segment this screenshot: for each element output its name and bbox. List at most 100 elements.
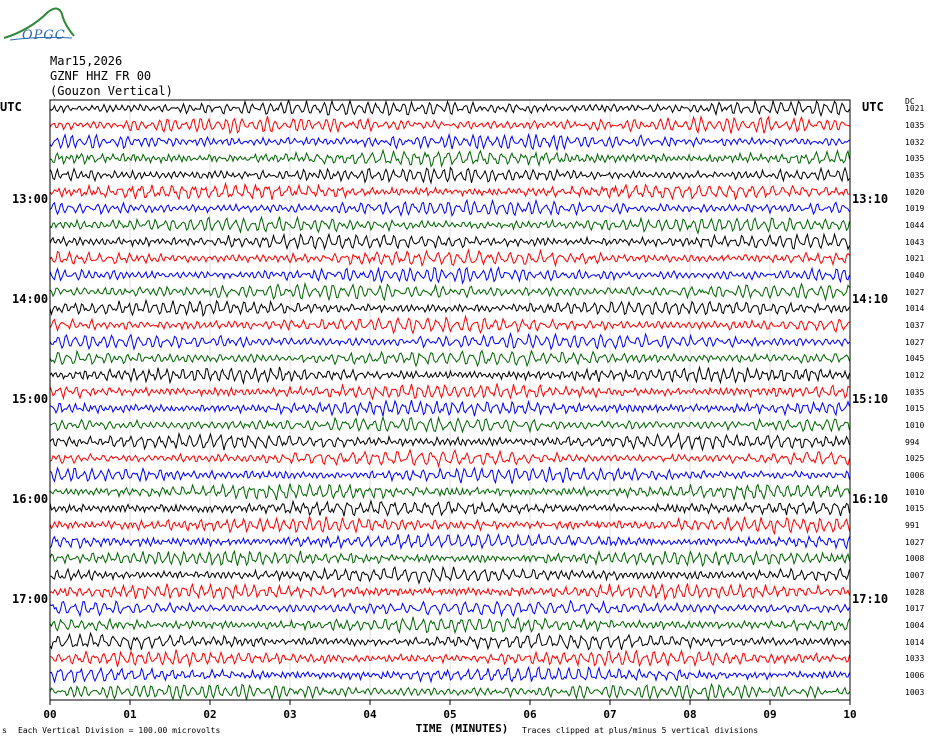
- dc-offset-value: 1014: [905, 304, 925, 314]
- dc-offset-value: 1006: [905, 671, 925, 680]
- seismic-trace: [49, 631, 850, 652]
- dc-offset-value: 1040: [905, 271, 925, 280]
- dc-offset-value: 1027: [905, 287, 925, 297]
- seismic-trace: [49, 616, 850, 635]
- seismic-trace: [49, 298, 850, 318]
- right-hour-label: 17:10: [852, 592, 889, 606]
- left-hour-label: 15:00: [12, 392, 49, 406]
- dc-offset-value: 1033: [905, 654, 925, 664]
- seismic-trace: [49, 649, 850, 668]
- x-tick-label: 06: [523, 708, 537, 721]
- x-tick-label: 07: [603, 708, 616, 721]
- seismic-trace: [49, 431, 850, 452]
- dc-offset-value: 1027: [905, 337, 925, 347]
- seismic-trace: [49, 482, 850, 502]
- dc-offset-value: 1019: [905, 204, 925, 214]
- right-hour-label: 16:10: [852, 492, 889, 506]
- seismic-trace: [49, 532, 850, 551]
- dc-offset-value: 991: [905, 521, 920, 530]
- dc-offset-value: 1021: [905, 104, 925, 114]
- x-tick-label: 09: [763, 708, 776, 721]
- seismic-trace: [49, 215, 850, 235]
- seismic-trace: [49, 281, 850, 302]
- x-tick-label: 10: [843, 708, 856, 721]
- plot-date: Mar15,2026: [50, 54, 123, 68]
- corner-mark: s: [2, 726, 7, 735]
- dc-offset-value: 1037: [905, 321, 925, 330]
- seismic-trace: [49, 248, 850, 268]
- left-utc-label: UTC: [0, 100, 22, 114]
- x-tick-label: 05: [443, 708, 456, 721]
- seismic-trace: [49, 415, 850, 434]
- station-location: (Gouzon Vertical): [50, 84, 173, 98]
- seismic-trace: [49, 265, 850, 285]
- seismic-trace: [49, 181, 850, 201]
- x-tick-label: 08: [683, 708, 696, 721]
- right-hour-label: 15:10: [852, 392, 889, 406]
- dc-offset-value: 1008: [905, 554, 925, 564]
- left-hour-label: 17:00: [12, 592, 49, 606]
- x-tick-label: 02: [203, 708, 216, 721]
- seismic-trace: [49, 132, 850, 152]
- dc-offset-value: 1035: [905, 121, 925, 130]
- x-tick-label: 03: [283, 708, 296, 721]
- x-axis-ticks: 00 01 02 03 04 05 06 07 08 09 10: [43, 700, 857, 721]
- dc-offset-value: 1043: [905, 237, 925, 247]
- seismic-trace: [49, 383, 850, 401]
- scale-note: Each Vertical Division = 100.00 microvol…: [18, 726, 221, 735]
- dc-offset-value: 1044: [905, 221, 925, 230]
- seismic-trace: [49, 582, 850, 602]
- dc-offset-value: 1003: [905, 687, 925, 697]
- dc-offset-value: 1006: [905, 471, 925, 480]
- seismic-trace: [49, 114, 850, 135]
- right-hour-label: 13:10: [852, 192, 889, 206]
- dc-offset-value: 1035: [905, 171, 925, 180]
- left-hour-label: 13:00: [12, 192, 49, 206]
- seismic-trace: [49, 198, 850, 218]
- dc-offset-value: 1032: [905, 137, 925, 147]
- seismic-trace: [49, 399, 850, 417]
- x-tick-label: 04: [363, 708, 377, 721]
- dc-offset-value: 1027: [905, 537, 925, 547]
- dc-offset-value: 1017: [905, 604, 925, 614]
- seismic-trace: [49, 314, 850, 335]
- seismic-trace: [49, 665, 850, 684]
- x-axis-label: TIME (MINUTES): [416, 722, 509, 735]
- dc-offset-value: 1020: [905, 187, 925, 197]
- dc-offset-value: 1004: [905, 621, 925, 630]
- right-utc-label: UTC: [862, 100, 884, 114]
- dc-offset-value: 1028: [905, 587, 925, 597]
- left-hour-label: 16:00: [12, 492, 49, 506]
- seismic-trace: [49, 98, 850, 118]
- station-code: GZNF HHZ FR 00: [50, 69, 152, 83]
- seismic-trace: [49, 148, 850, 168]
- dc-offset-value: 1035: [905, 154, 925, 164]
- seismic-trace: [49, 365, 850, 386]
- dc-label: DC: [905, 97, 915, 106]
- dc-offset-value: 1015: [905, 404, 925, 414]
- seismic-trace: [49, 166, 850, 185]
- right-hour-label: 14:10: [852, 292, 889, 306]
- dc-offset-value: 1021: [905, 254, 925, 264]
- dc-offset-value: 1015: [905, 504, 925, 514]
- seismic-trace: [49, 349, 850, 368]
- logo-text: OPGC: [22, 28, 66, 43]
- seismic-trace: [49, 599, 850, 618]
- seismic-trace: [49, 232, 850, 251]
- clip-note: Traces clipped at plus/minus 5 vertical …: [522, 726, 759, 735]
- x-tick-label: 01: [123, 708, 137, 721]
- seismic-trace: [49, 682, 850, 701]
- left-hour-label: 14:00: [12, 292, 49, 306]
- dc-offset-value: 1045: [905, 354, 925, 364]
- seismic-trace: [49, 466, 850, 485]
- dc-offset-value: 1025: [905, 454, 925, 464]
- seismic-traces: [49, 98, 850, 701]
- dc-offset-value: 1007: [905, 571, 925, 580]
- dc-offset-value: 1010: [905, 421, 925, 430]
- x-tick-label: 00: [43, 708, 56, 721]
- dc-offset-value: 1014: [905, 637, 925, 647]
- seismic-trace: [49, 499, 850, 517]
- seismic-trace: [49, 565, 850, 585]
- dc-offset-value: 1035: [905, 387, 925, 397]
